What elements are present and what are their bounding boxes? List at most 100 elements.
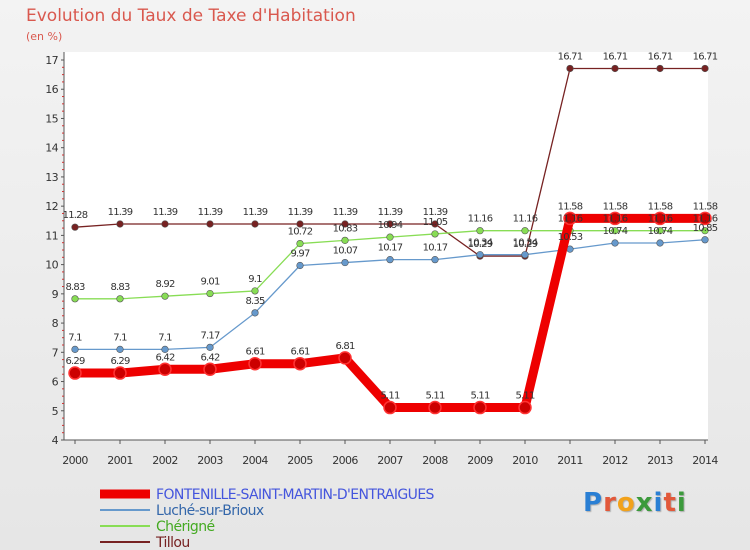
data-label-1: 10.17 xyxy=(423,243,448,254)
data-label-1: 10.74 xyxy=(603,226,628,237)
data-label-2: 9.01 xyxy=(200,277,220,288)
data-label-3: 16.71 xyxy=(603,51,628,62)
series-point-1 xyxy=(161,345,169,353)
data-label-3: 16.71 xyxy=(693,51,718,62)
y-tick-label: 5 xyxy=(52,405,59,418)
data-label-0: 6.29 xyxy=(110,356,130,367)
series-point-0 xyxy=(608,211,622,226)
data-label-0: 5.11 xyxy=(380,391,400,402)
legend-label-0: FONTENILLE-SAINT-MARTIN-D'ENTRAIGUES xyxy=(156,487,435,503)
series-point-3 xyxy=(161,220,169,228)
series-point-3 xyxy=(701,64,709,73)
series-point-1 xyxy=(206,343,214,351)
series-point-2 xyxy=(521,227,529,235)
data-label-2: 11.16 xyxy=(468,214,493,225)
series-point-1 xyxy=(521,251,529,259)
series-point-2 xyxy=(386,233,394,241)
data-label-1: 10.34 xyxy=(513,238,538,249)
y-tick-label: 14 xyxy=(45,142,58,155)
series-point-3 xyxy=(611,64,619,73)
data-label-1: 7.1 xyxy=(113,332,127,343)
y-tick-label: 15 xyxy=(45,112,58,125)
data-label-2: 8.83 xyxy=(110,282,130,293)
series-point-0 xyxy=(338,351,352,365)
data-label-1: 10.85 xyxy=(693,223,718,234)
data-label-2: 11.16 xyxy=(603,214,628,225)
series-point-2 xyxy=(656,227,664,235)
data-label-3: 11.39 xyxy=(198,207,223,218)
series-point-2 xyxy=(431,230,439,238)
legend-label-2: Chérigné xyxy=(156,519,214,535)
data-label-2: 11.16 xyxy=(648,214,673,225)
data-label-0: 5.11 xyxy=(515,391,535,402)
x-tick-label: 2003 xyxy=(197,454,223,467)
x-tick-label: 2006 xyxy=(332,454,358,467)
series-point-2 xyxy=(341,236,349,244)
data-label-2: 11.16 xyxy=(513,214,538,225)
data-label-0: 6.29 xyxy=(65,356,85,367)
y-tick-label: 17 xyxy=(45,54,58,67)
series-point-1 xyxy=(341,258,349,267)
data-label-3: 11.28 xyxy=(63,210,88,221)
legend-label-3: Tillou xyxy=(155,535,190,550)
series-point-1 xyxy=(701,236,709,244)
data-label-1: 10.34 xyxy=(468,238,493,249)
data-label-1: 7.17 xyxy=(200,330,220,341)
data-label-2: 8.83 xyxy=(65,282,85,293)
series-point-2 xyxy=(611,227,619,235)
series-point-1 xyxy=(656,239,664,247)
x-tick-label: 2004 xyxy=(242,454,268,467)
data-label-0: 6.61 xyxy=(290,347,310,358)
data-label-3: 11.39 xyxy=(243,207,268,218)
x-tick-label: 2014 xyxy=(692,454,718,467)
series-point-1 xyxy=(116,345,124,353)
series-point-1 xyxy=(476,251,484,259)
series-point-0 xyxy=(428,400,442,415)
y-tick-label: 4 xyxy=(52,434,59,447)
series-point-1 xyxy=(296,261,304,270)
x-tick-label: 2005 xyxy=(287,454,313,467)
series-point-2 xyxy=(296,239,304,248)
data-label-2: 10.94 xyxy=(378,220,403,231)
series-point-3 xyxy=(341,220,349,228)
y-tick-label: 13 xyxy=(45,171,58,184)
chart-subtitle: (en %) xyxy=(26,30,63,43)
data-label-1: 10.17 xyxy=(378,243,403,254)
data-label-0: 6.61 xyxy=(245,347,265,358)
y-tick-label: 11 xyxy=(45,229,58,242)
data-label-0: 6.42 xyxy=(155,352,175,363)
data-label-2: 9.1 xyxy=(248,274,262,285)
data-label-3: 10.29 xyxy=(513,239,538,250)
data-label-0: 11.58 xyxy=(693,201,718,212)
data-label-3: 11.39 xyxy=(378,207,403,218)
series-point-0 xyxy=(518,400,532,415)
y-tick-label: 6 xyxy=(52,376,59,389)
data-label-3: 10.29 xyxy=(468,239,493,250)
series-point-0 xyxy=(563,211,577,226)
series-point-3 xyxy=(656,64,664,73)
data-label-2: 11.05 xyxy=(423,217,448,228)
x-tick-label: 2008 xyxy=(422,454,448,467)
series-point-0 xyxy=(473,400,487,415)
data-label-2: 10.72 xyxy=(288,227,313,238)
y-tick-label: 9 xyxy=(52,288,59,301)
data-label-1: 9.97 xyxy=(290,248,310,259)
data-label-3: 11.39 xyxy=(423,207,448,218)
y-tick-label: 8 xyxy=(52,317,59,330)
series-point-2 xyxy=(476,227,484,235)
series-point-0 xyxy=(653,211,667,226)
data-label-0: 11.58 xyxy=(603,201,628,212)
data-label-0: 6.42 xyxy=(200,352,220,363)
series-point-0 xyxy=(68,366,82,380)
x-tick-label: 2007 xyxy=(377,454,403,467)
data-label-2: 10.83 xyxy=(333,223,358,234)
x-tick-label: 2002 xyxy=(152,454,178,467)
series-point-2 xyxy=(116,295,124,303)
proxiti-logo: Proxiti xyxy=(583,488,687,518)
data-label-2: 11.16 xyxy=(693,214,718,225)
series-point-3 xyxy=(386,220,394,228)
series-point-0 xyxy=(203,362,217,377)
y-tick-label: 7 xyxy=(52,346,59,359)
